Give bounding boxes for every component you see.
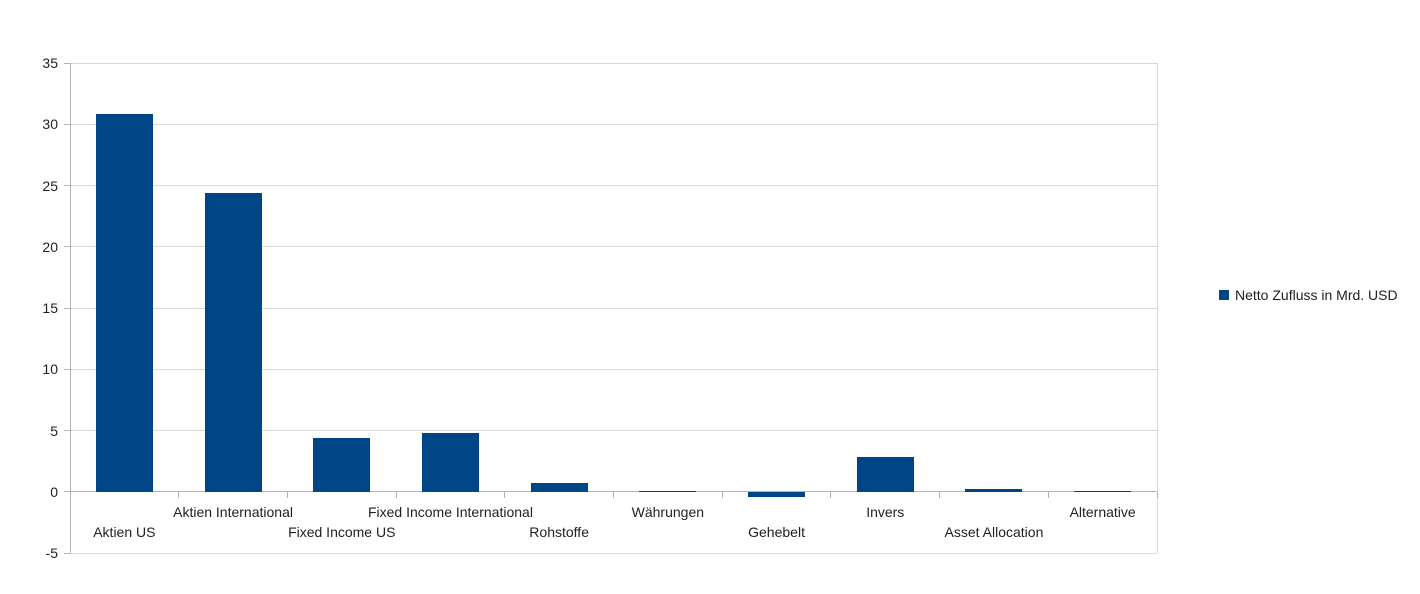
gridline bbox=[70, 123, 1157, 125]
x-axis-label: Asset Allocation bbox=[944, 524, 1044, 540]
x-axis-tick bbox=[1047, 491, 1049, 498]
x-axis-label: Aktien US bbox=[93, 524, 156, 540]
y-axis-tick bbox=[64, 552, 70, 554]
y-axis-tick bbox=[64, 62, 70, 64]
y-axis-tick bbox=[64, 368, 70, 370]
gridline bbox=[70, 246, 1157, 248]
gridline bbox=[70, 307, 1157, 309]
bar bbox=[204, 192, 262, 492]
bar bbox=[95, 114, 153, 492]
x-axis-label: Rohstoffe bbox=[529, 524, 589, 540]
y-axis-tick-label: -5 bbox=[45, 545, 58, 561]
y-axis-tick bbox=[64, 123, 70, 125]
bar bbox=[856, 457, 914, 492]
legend: Netto Zufluss in Mrd. USD bbox=[1219, 287, 1398, 303]
y-axis-tick-label: 35 bbox=[42, 55, 58, 71]
y-axis-tick-label: 10 bbox=[42, 361, 58, 378]
y-axis-tick bbox=[64, 307, 70, 309]
x-axis-label: Invers bbox=[866, 504, 905, 520]
y-axis-tick bbox=[64, 430, 70, 431]
gridline bbox=[70, 62, 1157, 64]
x-axis-tick bbox=[613, 491, 614, 498]
x-axis-tick bbox=[286, 491, 288, 498]
y-axis-tick-label: 20 bbox=[42, 238, 58, 255]
x-axis-label: Alternative bbox=[1069, 504, 1136, 520]
legend-square-icon bbox=[1219, 290, 1229, 300]
x-axis-tick bbox=[504, 491, 506, 498]
x-axis-tick bbox=[830, 491, 832, 498]
y-axis-line bbox=[70, 63, 71, 553]
y-axis-tick-label: 0 bbox=[50, 483, 58, 500]
bar bbox=[1074, 490, 1132, 492]
bar bbox=[639, 490, 697, 492]
bar bbox=[313, 437, 371, 492]
bar bbox=[421, 432, 479, 492]
bar bbox=[530, 483, 588, 492]
x-axis-tick bbox=[721, 491, 723, 498]
x-axis-label: Aktien International bbox=[173, 504, 293, 520]
x-axis-tick bbox=[395, 491, 397, 498]
x-axis-label: Gehebelt bbox=[748, 524, 805, 540]
x-axis-tick bbox=[939, 491, 941, 498]
x-axis-tick bbox=[69, 491, 71, 498]
plot-right-border bbox=[1157, 63, 1158, 553]
y-axis-tick-label: 5 bbox=[50, 422, 58, 439]
x-axis-tick bbox=[178, 491, 180, 498]
bar bbox=[965, 489, 1023, 492]
y-axis-tick bbox=[64, 491, 70, 493]
y-axis-tick-label: 15 bbox=[42, 300, 58, 316]
y-axis-tick-label: 30 bbox=[42, 116, 58, 133]
y-axis-tick-label: 25 bbox=[42, 177, 58, 194]
gridline bbox=[70, 185, 1157, 186]
gridline bbox=[70, 368, 1157, 370]
x-axis-tick bbox=[1156, 491, 1158, 498]
x-axis-label: Fixed Income International bbox=[367, 504, 533, 520]
gridline bbox=[70, 552, 1157, 554]
bar bbox=[748, 491, 806, 497]
y-axis-tick bbox=[64, 246, 70, 248]
y-axis-tick bbox=[64, 185, 70, 186]
gridline bbox=[70, 430, 1157, 431]
legend-label: Netto Zufluss in Mrd. USD bbox=[1235, 287, 1398, 303]
x-axis-label: Fixed Income US bbox=[288, 524, 396, 540]
x-axis-label: Währungen bbox=[631, 504, 705, 520]
